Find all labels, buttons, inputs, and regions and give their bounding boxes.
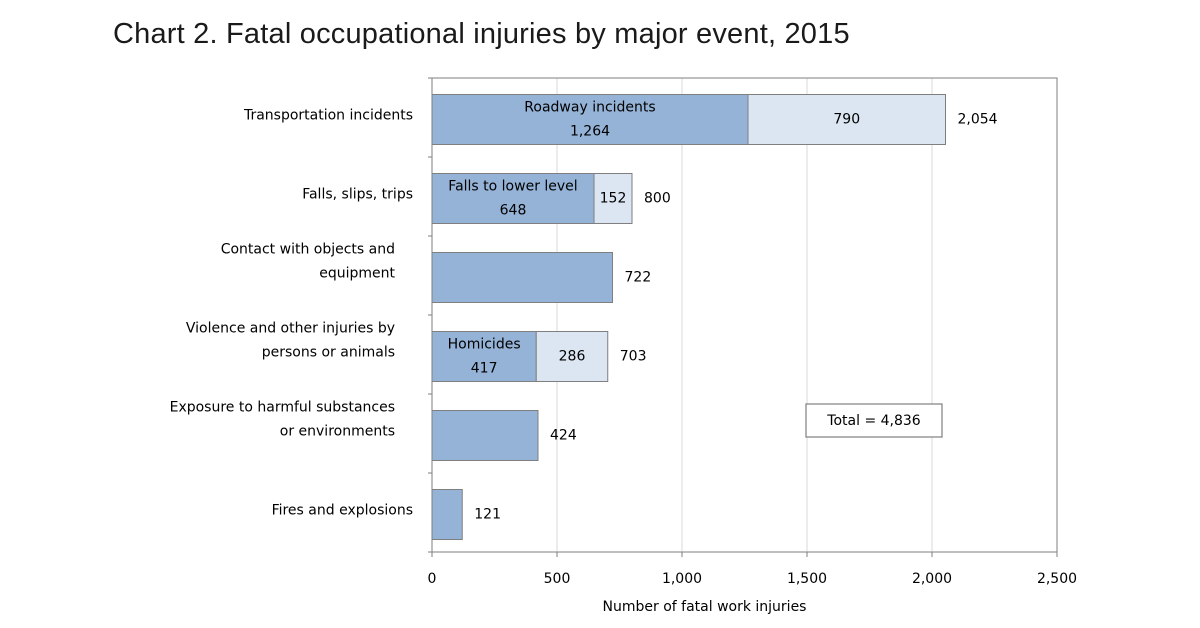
total-value-label: 703 — [620, 349, 647, 365]
x-tick-label: 500 — [544, 571, 571, 587]
plot-area — [432, 78, 1057, 552]
bar-segment-rest — [535, 331, 609, 382]
category-label: or environments — [280, 424, 395, 440]
category-label: Violence and other injuries by — [186, 321, 395, 337]
x-tick-label: 2,500 — [1037, 571, 1077, 587]
rest-value-label: 152 — [600, 191, 627, 207]
x-tick-label: 1,500 — [787, 571, 827, 587]
main-value-label: 648 — [500, 203, 527, 219]
category-label: equipment — [319, 266, 395, 282]
x-tick-label: 2,000 — [912, 571, 952, 587]
main-segment-label: Falls to lower level — [448, 179, 577, 195]
chart-title: Chart 2. Fatal occupational injuries by … — [113, 18, 850, 50]
main-segment-label: Homicides — [448, 337, 521, 353]
total-value-label: 121 — [474, 507, 501, 523]
category-label: Exposure to harmful substances — [170, 400, 395, 416]
category-label: Contact with objects and — [221, 242, 395, 258]
category-label: Fires and explosions — [272, 503, 413, 519]
total-value-label: 424 — [550, 428, 577, 444]
category-label: Falls, slips, trips — [302, 187, 413, 203]
main-value-label: 417 — [471, 361, 498, 377]
annotation-label: Total = 4,836 — [826, 413, 920, 429]
rest-value-label: 286 — [559, 349, 586, 365]
bar-segment-main — [431, 489, 463, 540]
rest-value-label: 790 — [833, 112, 860, 128]
category-label: persons or animals — [262, 345, 395, 361]
total-value-label: 722 — [625, 270, 652, 286]
main-segment-label: Roadway incidents — [524, 100, 655, 116]
bar-segment-main — [431, 410, 539, 461]
x-tick-label: 1,000 — [662, 571, 702, 587]
x-axis-label: Number of fatal work injuries — [603, 599, 807, 615]
total-value-label: 800 — [644, 191, 671, 207]
total-value-label: 2,054 — [958, 112, 998, 128]
x-tick-label: 0 — [428, 571, 437, 587]
bar-segment-rest — [747, 94, 946, 145]
main-value-label: 1,264 — [570, 124, 610, 140]
bar-segment-main — [431, 331, 537, 382]
bar-segment-main — [431, 252, 613, 303]
bar-segment-rest — [593, 173, 633, 224]
annotation-box — [805, 403, 943, 438]
category-label: Transportation incidents — [243, 108, 413, 124]
bar-segment-main — [431, 94, 749, 145]
